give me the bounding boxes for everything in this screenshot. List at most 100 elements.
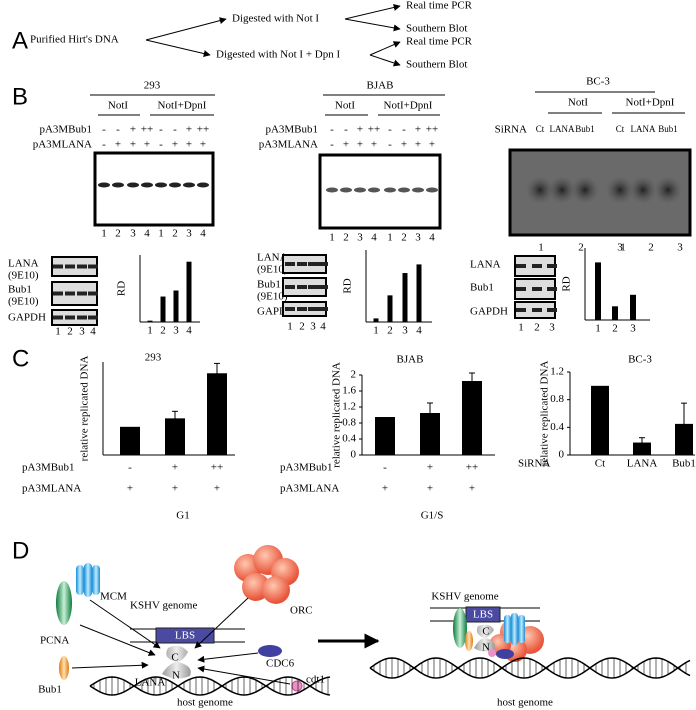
x-tick-label: 2 [160,325,166,337]
label: 1 [538,242,544,254]
label: 3 [549,322,555,334]
y-tick-label: 1.2 [550,366,564,378]
label: 2 [343,232,349,244]
label: 3 [130,228,136,240]
x-tick-label: 1 [595,323,601,335]
label: Southern Blot [406,59,467,71]
cdt1-icon [488,649,496,657]
x-tick-label: ++ [466,462,478,474]
label: NotI [108,100,129,112]
label: C [171,652,178,664]
western-band [77,264,87,269]
label: Bub1 [575,124,595,134]
western-band [88,291,98,296]
label: ++ [197,124,209,136]
y-tick-label: 0.8 [342,417,356,429]
blot-band [526,176,554,204]
label: LANA [470,259,501,271]
bar [160,296,166,322]
x-row-label: pA3MLANA [280,483,339,495]
western-band [77,315,87,320]
chart-title: BJAB [397,354,424,366]
arrow [369,41,401,56]
label: GAPDH [470,306,508,318]
label: + [186,139,192,151]
label: SiRNA [495,124,527,136]
label: CDC6 [266,658,295,670]
bar [120,426,140,455]
pcna-icon [453,608,467,648]
label: + [415,139,421,151]
western-band [547,308,557,312]
x-tick-label: 3 [630,323,636,335]
blot-band [654,176,682,204]
western-band [297,262,307,266]
y-axis-label: relative replicated DNA [79,356,91,462]
label: Bub1 [470,282,494,294]
label: LANA [631,124,656,134]
error-bar [172,410,178,426]
label: KSHV genome [431,591,498,603]
x-tick-label: 3 [173,325,179,337]
label: Bub1 [8,284,32,296]
label: - [102,124,106,136]
bar [402,273,408,322]
bar [375,417,395,455]
label: LANA [257,252,288,264]
label: - [344,124,348,136]
label: 4 [90,326,96,338]
label: (9E10) [257,291,288,303]
label: LANA [550,124,575,134]
y-tick-label: 1.2 [342,401,356,413]
mcm-icon [76,563,100,597]
western-band [53,315,63,320]
label: + [186,124,192,136]
blot-band [127,182,139,188]
label: + [357,124,363,136]
label: 1 [158,228,164,240]
label: BJAB [367,80,394,92]
label: 2 [648,242,654,254]
western-band [65,291,75,296]
label: 4 [200,228,206,240]
bub1-icon [465,631,473,651]
label: + [115,139,121,151]
blot-band [155,182,167,188]
blot-band [426,187,438,193]
bar [416,264,422,322]
x-tick-label: + [214,483,220,495]
label: + [401,139,407,151]
orc-icon [234,545,299,604]
label: LANA [135,677,166,689]
western-band [285,262,295,266]
western-band [516,287,526,291]
label: 1 [287,321,293,333]
arrow [369,54,401,67]
y-axis-label: relative replicated DNA [331,362,343,468]
pcna-icon [56,581,72,625]
label: LANA [8,258,39,270]
label: LBS [473,609,493,621]
cdc6-icon [496,649,514,659]
label: host genome [177,697,233,709]
label: LBS [175,630,195,642]
label: 4 [429,232,435,244]
label: PCNA [40,635,69,647]
x-tick-label: 2 [612,323,618,335]
label: ++ [368,124,380,136]
x-tick-label: 4 [186,325,192,337]
cdt1-icon [291,680,303,692]
x-tick-label: Ct [595,458,605,470]
arrow [79,624,156,656]
label: 4 [144,228,150,240]
label: - [388,139,392,151]
blot-band [98,182,110,188]
y-tick-label: 0 [351,449,357,461]
label: pA3MBub1 [39,124,92,136]
label: - [330,124,334,136]
label: 2 [578,242,584,254]
error-bar [639,437,645,448]
x-row-label: pA3MLANA [22,483,81,495]
